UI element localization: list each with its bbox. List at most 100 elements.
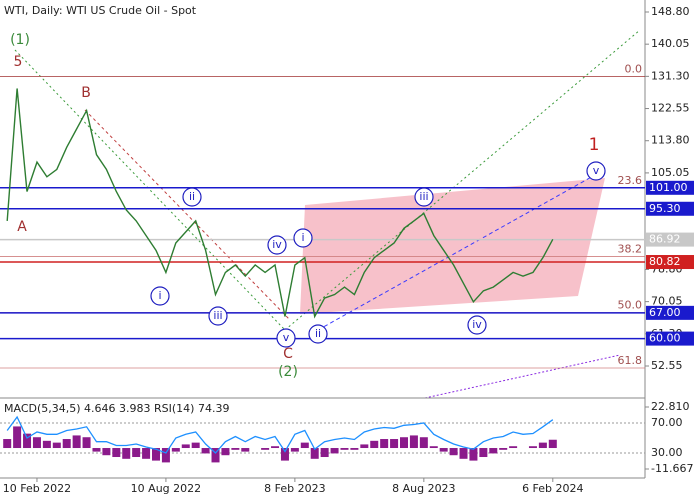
macd-bar [52,442,61,449]
macd-bar [152,448,160,461]
macd-bar [300,442,309,449]
wave-label: ii [315,327,321,340]
macd-bar [290,448,299,452]
macd-bar [171,448,180,452]
macd-bar [42,440,51,449]
macd-bar [32,437,41,449]
wave-label: (1) [10,32,30,48]
macd-bar [122,448,131,459]
x-tick-label: 10 Feb 2022 [3,482,71,495]
level-label-box [646,305,694,320]
y-tick-label: 131.30 [651,69,690,82]
wave-circle [267,235,287,255]
macd-bar [350,448,359,450]
fib-label: 38.2 [618,243,643,256]
wave-label: 1 [589,135,600,155]
macd-bar [439,448,448,452]
macd-bar [419,437,428,449]
y-tick-label: 148.80 [651,5,690,18]
indicator-title: MACD(5,34,5) 4.646 3.983 RSI(14) 74.39 [4,402,229,415]
wave-circle [276,328,296,348]
wave-label: v [593,164,600,177]
macd-bar [499,448,508,450]
macd-bar [132,448,141,458]
level-label-box [646,201,694,216]
wave-label: i [158,289,161,302]
level-label: 86.92 [649,233,681,246]
macd-bar [221,448,230,456]
wave-label: iv [272,238,282,251]
macd-bar [161,448,170,463]
wave-label: 5 [14,54,23,70]
y-tick-label: 140.05 [651,37,690,50]
level-label: 60.00 [649,332,681,345]
macd-bar [489,448,498,454]
wave-label: ii [189,190,195,203]
y-tick-label: -11.667 [651,462,693,475]
macd-bar [380,439,389,449]
macd-bar [310,448,319,459]
rsi-line [6,415,554,454]
trend-line [317,174,596,331]
level-label-box [646,232,694,247]
x-tick-label: 10 Aug 2022 [131,482,201,495]
y2-tick-label: 30.00 [651,446,683,459]
y-tick-label: 22.810 [651,400,690,413]
wave-label: (2) [278,364,298,380]
wave-label: i [301,231,304,244]
fib-label: 0.0 [625,62,643,75]
wave-label: v [283,331,290,344]
y-tick-label: 105.05 [651,166,690,179]
trend-line [424,354,621,399]
level-label: 80.82 [649,255,681,268]
macd-bar [459,448,468,459]
level-label-box [646,255,694,270]
wave-circle [467,315,487,335]
wave-label: iii [213,309,222,322]
macd-bar [82,437,91,449]
level-label: 67.00 [649,306,681,319]
macd-bar [528,446,537,449]
macd-bar [429,446,438,449]
level-label-box [646,180,694,195]
wave-label: B [81,85,91,101]
macd-bar [538,442,547,449]
macd-bar [360,444,369,449]
fib-label: 23.6 [618,174,643,187]
macd-bar [3,439,12,449]
wave-circle [293,228,313,248]
macd-bar [92,448,101,452]
wave-label: C [283,346,293,362]
wave-circle [182,187,202,207]
fib-label: 61.8 [618,354,643,367]
macd-bar [370,440,379,449]
macd-bar [479,448,488,458]
macd-bar [112,448,121,458]
macd-bar [72,435,81,449]
x-tick-label: 6 Feb 2024 [522,482,583,495]
macd-bar [280,448,289,461]
level-label: 95.30 [649,202,681,215]
macd-bar [13,426,22,449]
macd-bar [261,448,270,450]
macd-bar [201,448,210,454]
macd-bar [449,448,458,456]
macd-bar [390,439,399,449]
macd-bar [191,442,200,449]
x-tick-label: 8 Aug 2023 [392,482,455,495]
macd-bar [469,448,478,461]
trend-line [84,109,291,321]
wave-circle [208,306,228,326]
macd-bar [211,448,220,463]
macd-bar [23,433,32,449]
y-tick-label: 52.55 [651,359,683,372]
macd-bar [330,448,339,454]
wave-circle [150,286,170,306]
wave-circle [308,324,328,344]
macd-bar [181,444,190,449]
macd-bar [548,439,557,449]
x-tick-label: 8 Feb 2023 [264,482,325,495]
macd-bar [400,437,408,449]
y-tick-label: 122.55 [651,102,690,115]
